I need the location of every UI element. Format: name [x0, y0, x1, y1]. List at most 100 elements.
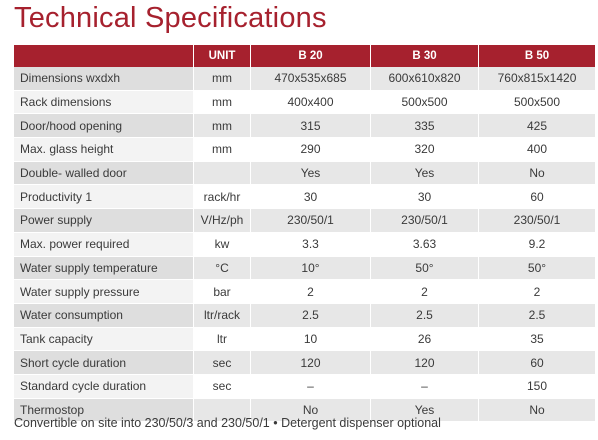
row-label: Power supply	[14, 209, 194, 233]
b50-value: 60	[479, 185, 595, 210]
unit-cell: rack/hr	[194, 185, 251, 210]
b30-value: 500x500	[371, 90, 479, 115]
table-row: Rack dimensions mm 400x400 500x500 500x500	[14, 90, 595, 115]
b50-value: 425	[479, 114, 595, 139]
b20-value: 120	[251, 351, 371, 375]
unit-cell: sec	[194, 374, 251, 399]
b20-value: Yes	[251, 161, 371, 186]
unit-cell: ltr	[194, 327, 251, 352]
b30-value: 30	[371, 185, 479, 210]
b20-value: –	[251, 374, 371, 399]
b50-value: 150	[479, 374, 595, 399]
row-label: Standard cycle duration	[14, 374, 194, 399]
b20-value: 290	[251, 138, 371, 162]
header-cell-b50: B 50	[479, 45, 595, 67]
row-label: Rack dimensions	[14, 90, 194, 115]
unit-cell: mm	[194, 138, 251, 162]
row-label: Double- walled door	[14, 161, 194, 186]
b50-value: 400	[479, 138, 595, 162]
table-row: Short cycle duration sec 120 120 60	[14, 351, 595, 375]
footnote: Convertible on site into 230/50/3 and 23…	[14, 416, 441, 430]
unit-cell: kw	[194, 232, 251, 257]
b30-value: –	[371, 374, 479, 399]
unit-cell: V/Hz/ph	[194, 209, 251, 233]
b50-value: 500x500	[479, 90, 595, 115]
unit-cell	[194, 398, 251, 423]
unit-cell: bar	[194, 280, 251, 304]
b50-value: 230/50/1	[479, 209, 595, 233]
table-row: Dimensions wxdxh mm 470x535x685 600x610x820…	[14, 67, 595, 91]
unit-cell	[194, 161, 251, 186]
row-label: Water supply pressure	[14, 280, 194, 304]
unit-cell: mm	[194, 67, 251, 91]
table-row: Standard cycle duration sec – –150	[14, 374, 595, 399]
b50-value: 760x815x1420	[479, 67, 595, 91]
unit-cell: mm	[194, 90, 251, 115]
b30-value: Yes	[371, 398, 479, 423]
b50-value: 9.2	[479, 232, 595, 257]
row-label: Tank capacity	[14, 327, 194, 352]
b50-value: 2.5	[479, 303, 595, 328]
b30-value: 600x610x820	[371, 67, 479, 91]
header-cell-b30: B 30	[371, 45, 479, 67]
b30-value: 335	[371, 114, 479, 139]
table-header-row: UNIT B 20 B 30 B 50	[14, 45, 595, 67]
b20-value: 230/50/1	[251, 209, 371, 233]
unit-cell: sec	[194, 351, 251, 375]
header-cell-unit: UNIT	[194, 45, 251, 67]
b20-value: 315	[251, 114, 371, 139]
spec-table-body: Dimensions wxdxh mm 470x535x685 600x610x820…	[14, 67, 595, 423]
b20-value: 10°	[251, 256, 371, 281]
b50-value: 60	[479, 351, 595, 375]
b30-value: 2	[371, 280, 479, 304]
b50-value: No	[479, 161, 595, 186]
b20-value: 2	[251, 280, 371, 304]
table-row: Power supply V/Hz/ph 230/50/1 230/50/1 230/5…	[14, 209, 595, 233]
header-cell-parameter	[14, 45, 194, 67]
row-label: Max. glass height	[14, 138, 194, 162]
b30-value: 26	[371, 327, 479, 352]
b30-value: 50°	[371, 256, 479, 281]
b20-value: 2.5	[251, 303, 371, 328]
row-label: Water consumption	[14, 303, 194, 328]
b50-value: 2	[479, 280, 595, 304]
b30-value: 2.5	[371, 303, 479, 328]
header-cell-b20: B 20	[251, 45, 371, 67]
row-label: Productivity 1	[14, 185, 194, 210]
table-row: Water consumption ltr/rack 2.5 2.5 2.5	[14, 303, 595, 328]
row-label: Max. power required	[14, 232, 194, 257]
b50-value: No	[479, 398, 595, 423]
b50-value: 35	[479, 327, 595, 352]
b50-value: 50°	[479, 256, 595, 281]
row-label: Short cycle duration	[14, 351, 194, 375]
b20-value: 3.3	[251, 232, 371, 257]
b20-value: 30	[251, 185, 371, 210]
table-row: Max. power required kw 3.3 3.63 9.2	[14, 232, 595, 257]
row-label: Door/hood opening	[14, 114, 194, 139]
b30-value: 320	[371, 138, 479, 162]
row-label: Thermostop	[14, 398, 194, 423]
row-label: Dimensions wxdxh	[14, 67, 194, 91]
table-row: Productivity 1 rack/hr 30 30 60	[14, 185, 595, 210]
table-row: Thermostop No Yes No	[14, 398, 595, 423]
page-title: Technical Specifications	[14, 2, 327, 34]
unit-cell: mm	[194, 114, 251, 139]
row-label: Water supply temperature	[14, 256, 194, 281]
unit-cell: ltr/rack	[194, 303, 251, 328]
table-row: Tank capacity ltr 10 26 35	[14, 327, 595, 352]
table-row: Water supply pressure bar 2 2 2	[14, 280, 595, 304]
b30-value: Yes	[371, 161, 479, 186]
b20-value: 10	[251, 327, 371, 352]
b30-value: 3.63	[371, 232, 479, 257]
unit-cell: °C	[194, 256, 251, 281]
table-row: Double- walled door Yes Yes No	[14, 161, 595, 186]
b30-value: 120	[371, 351, 479, 375]
spec-table: UNIT B 20 B 30 B 50 Dimensions wxdxh mm 47…	[14, 45, 595, 423]
b20-value: No	[251, 398, 371, 423]
b20-value: 470x535x685	[251, 67, 371, 91]
table-row: Water supply temperature °C 10° 50° 50°	[14, 256, 595, 281]
b20-value: 400x400	[251, 90, 371, 115]
table-row: Door/hood opening mm 315 335 425	[14, 114, 595, 139]
table-row: Max. glass height mm 290 320 400	[14, 138, 595, 162]
b30-value: 230/50/1	[371, 209, 479, 233]
